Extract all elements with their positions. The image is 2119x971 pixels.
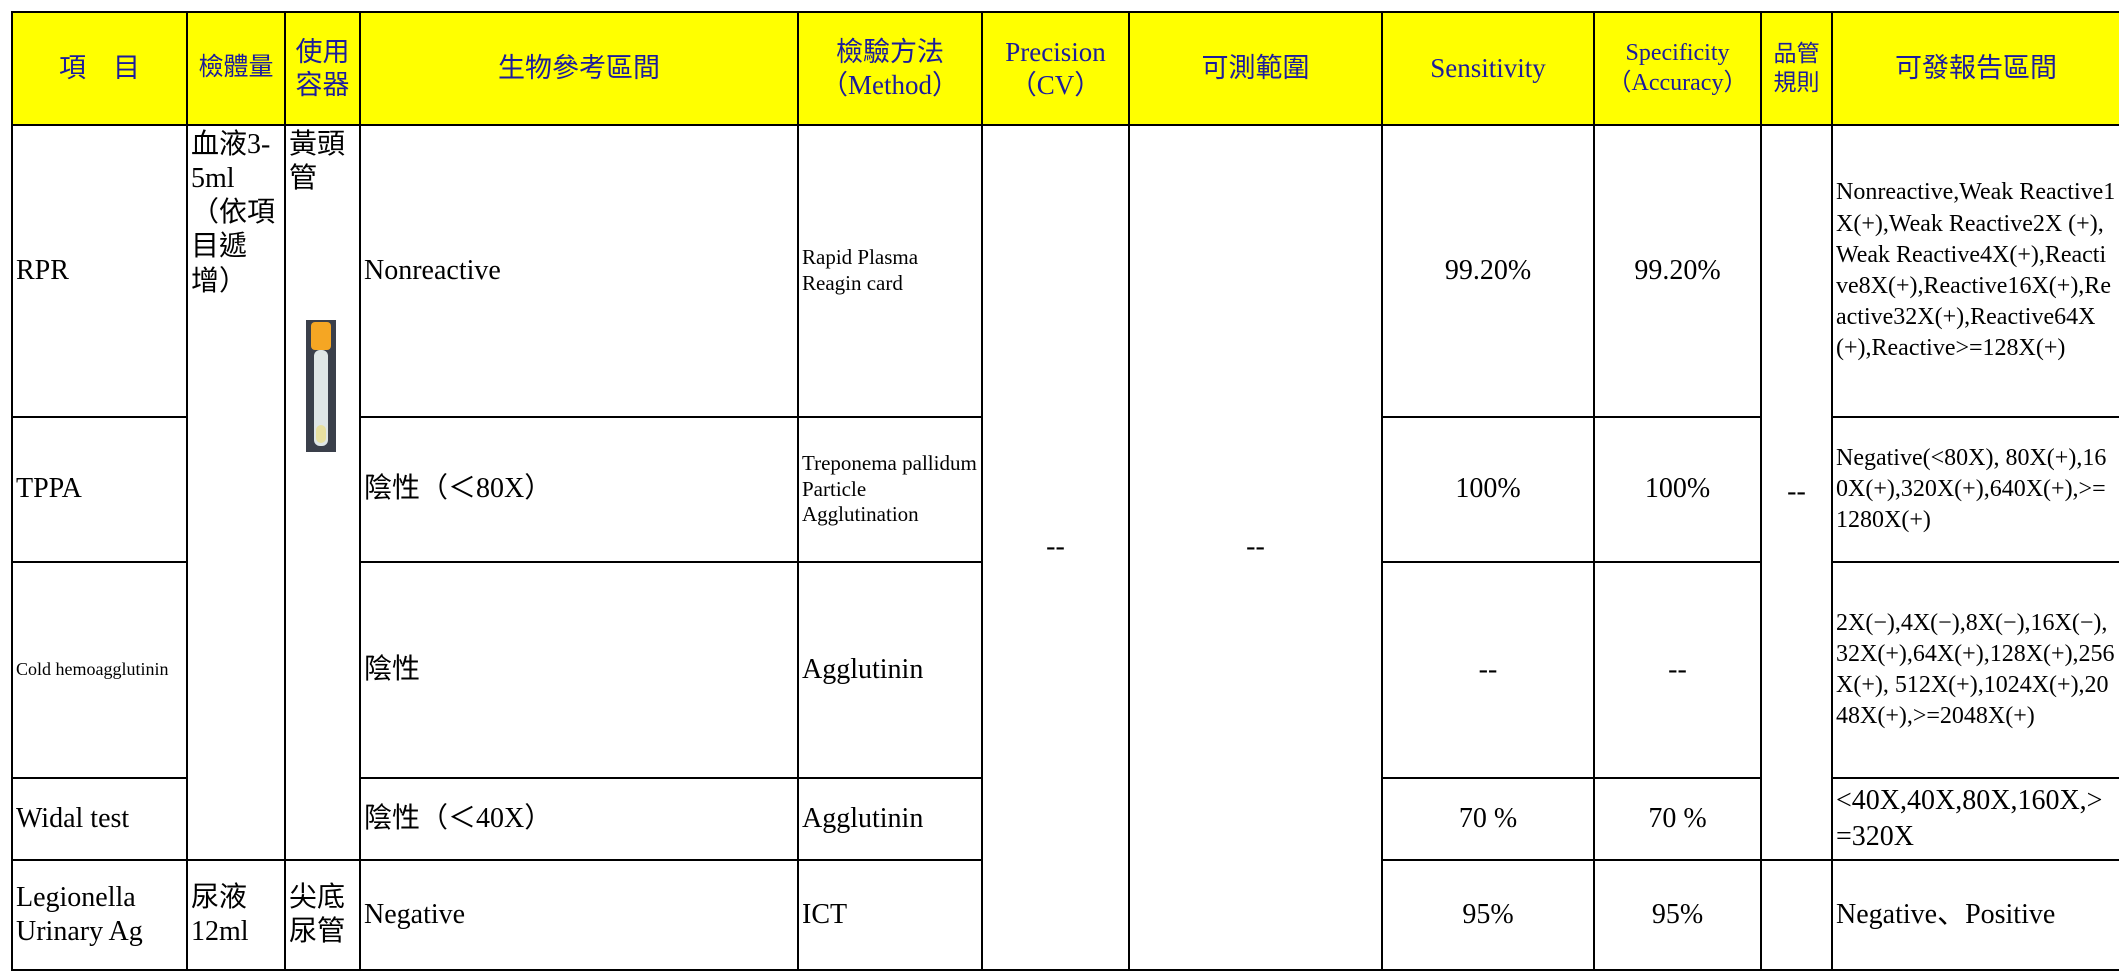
- method: Agglutinin: [797, 561, 983, 779]
- item: TPPA: [11, 416, 188, 563]
- header-cell: 檢驗方法（Method）: [797, 11, 983, 126]
- sensitivity: --: [1381, 561, 1595, 779]
- header-cell: Sensitivity: [1381, 11, 1595, 126]
- row: TPPA 陰性（＜80X） Treponema pallidum Particl…: [11, 416, 2119, 563]
- row: Cold hemoagglutinin 陰性 Agglutinin -- -- …: [11, 561, 2119, 779]
- header-row: 項 目 檢體量 使用容器 生物參考區間 檢驗方法（Method） Precisi…: [11, 11, 2119, 126]
- report: <40X,40X,80X,160X,>=320X: [1831, 777, 2119, 861]
- header-cell: 品管規則: [1760, 11, 1833, 126]
- header-cell: 項 目: [11, 11, 188, 126]
- method: Agglutinin: [797, 777, 983, 861]
- sensitivity: 99.20%: [1381, 124, 1595, 418]
- specificity: 100%: [1593, 416, 1762, 563]
- container: 尖底尿管: [284, 859, 361, 971]
- method: Treponema pallidum Particle Agglutinatio…: [797, 416, 983, 563]
- report: 2X(−),4X(−),8X(−),16X(−),32X(+),64X(+),1…: [1831, 561, 2119, 779]
- reference: 陰性（＜40X）: [359, 777, 799, 861]
- qc: --: [1760, 124, 1833, 861]
- specificity: 70 %: [1593, 777, 1762, 861]
- specificity: 99.20%: [1593, 124, 1762, 418]
- header-cell: 可測範圍: [1128, 11, 1383, 126]
- item: Cold hemoagglutinin: [11, 561, 188, 779]
- reference: Nonreactive: [359, 124, 799, 418]
- sensitivity: 95%: [1381, 859, 1595, 971]
- reference: Negative: [359, 859, 799, 971]
- row: Legionella Urinary Ag 尿液12ml 尖底尿管 Negati…: [11, 859, 2119, 971]
- header-cell: 可發報告區間: [1831, 11, 2119, 126]
- header-cell: 使用容器: [284, 11, 361, 126]
- item: Widal test: [11, 777, 188, 861]
- report: Nonreactive,Weak Reactive1X(+),Weak Reac…: [1831, 124, 2119, 418]
- specificity: 95%: [1593, 859, 1762, 971]
- item: Legionella Urinary Ag: [11, 859, 188, 971]
- row: Widal test 陰性（＜40X） Agglutinin 70 % 70 %…: [11, 777, 2119, 861]
- tube-icon: [306, 320, 336, 452]
- method: Rapid Plasma Reagin card: [797, 124, 983, 418]
- specificity: --: [1593, 561, 1762, 779]
- header-cell: 檢體量: [186, 11, 286, 126]
- header-cell: 生物參考區間: [359, 11, 799, 126]
- lab-table: 項 目 檢體量 使用容器 生物參考區間 檢驗方法（Method） Precisi…: [11, 11, 2119, 971]
- specimen: 尿液12ml: [186, 859, 286, 971]
- sensitivity: 100%: [1381, 416, 1595, 563]
- report: Negative、Positive: [1831, 859, 2119, 971]
- precision: --: [981, 124, 1130, 971]
- sensitivity: 70 %: [1381, 777, 1595, 861]
- item: RPR: [11, 124, 188, 418]
- specimen: 血液3-5ml（依項目遞增）: [186, 124, 286, 861]
- row: RPR 血液3-5ml（依項目遞增） 黃頭管 Nonreactive Rapid…: [11, 124, 2119, 971]
- reference: 陰性（＜80X）: [359, 416, 799, 563]
- container: 黃頭管: [284, 124, 361, 861]
- method: ICT: [797, 859, 983, 971]
- report: Negative(<80X), 80X(+),160X(+),320X(+),6…: [1831, 416, 2119, 563]
- header-cell: Precision（CV）: [981, 11, 1130, 126]
- container-text: 黃頭管: [289, 129, 346, 195]
- range: --: [1128, 124, 1383, 971]
- reference: 陰性: [359, 561, 799, 779]
- header-cell: Specificity（Accuracy）: [1593, 11, 1762, 126]
- qc: [1760, 859, 1833, 971]
